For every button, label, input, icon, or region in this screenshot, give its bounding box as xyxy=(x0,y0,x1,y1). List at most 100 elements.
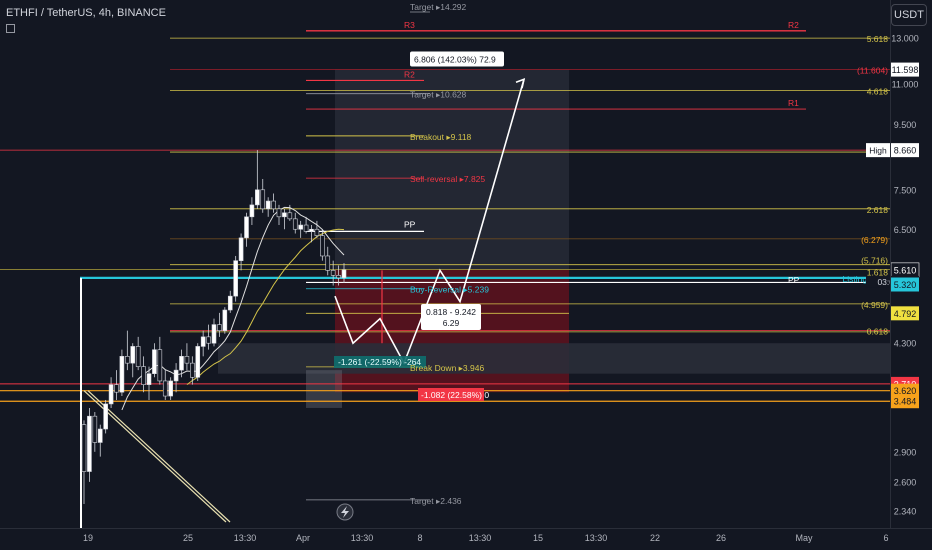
candle xyxy=(271,200,276,210)
candle xyxy=(141,366,146,385)
high-tag: High xyxy=(869,146,887,156)
level-label-21: 0.618 xyxy=(867,327,889,337)
candle xyxy=(314,228,320,236)
time-tick-8: 13:30 xyxy=(585,533,608,543)
candle xyxy=(119,356,125,393)
gain-annotation-box xyxy=(410,51,504,67)
level-label-19: Buy-Reversal ▸5.239 xyxy=(410,285,489,295)
level-label-6: 4.618 xyxy=(867,87,889,97)
candle xyxy=(162,380,168,397)
time-tick-12: 6 xyxy=(883,533,888,543)
time-tick-9: 22 xyxy=(650,533,660,543)
candle xyxy=(255,189,260,206)
candle xyxy=(287,212,293,220)
candle xyxy=(227,295,233,311)
price-tag-1: 11.598 xyxy=(892,65,919,75)
candle xyxy=(173,369,179,382)
candle xyxy=(103,403,108,430)
range-annotation-box xyxy=(421,304,481,330)
level-label-18: PP xyxy=(788,275,800,285)
time-tick-7: 15 xyxy=(533,533,543,543)
candle xyxy=(249,204,255,218)
price-tick-16: 2.340 xyxy=(894,506,917,516)
level-label-17: Listing wick xyxy=(843,274,887,284)
price-tag-8: 5.320 xyxy=(894,280,917,290)
candle xyxy=(195,346,201,378)
symbol-title: ETHFI / TetherUS, 4h, BINANCE xyxy=(6,7,166,19)
indicator-toggle-icon[interactable] xyxy=(6,24,15,33)
candle xyxy=(320,235,325,257)
projection-arrowhead xyxy=(515,77,526,89)
drawdown-annotation: -1.261 (-22.59%) -264 xyxy=(338,357,421,367)
price-tick-14: 2.900 xyxy=(894,447,917,457)
levels-layer xyxy=(0,11,890,528)
level-label-7: Target ▸10.628 xyxy=(410,90,467,100)
level-label-13: PP xyxy=(404,219,416,229)
candle xyxy=(81,424,87,472)
price-tag-7: 5.610 xyxy=(894,265,917,275)
profit-zone xyxy=(335,69,569,270)
level-label-15: (5.716) xyxy=(861,256,888,266)
loss-annotation: -1.082 (22.58%) 0 xyxy=(421,390,489,400)
level-label-23: Target ▸2.436 xyxy=(410,496,462,506)
downtrend-line-b xyxy=(87,390,231,523)
time-tick-2: 13:30 xyxy=(234,533,257,543)
candle xyxy=(325,255,331,271)
candle xyxy=(233,260,238,297)
price-tag-box-12 xyxy=(891,383,919,398)
candle xyxy=(211,324,217,344)
candle xyxy=(206,336,211,344)
level-label-1: R3 xyxy=(404,20,415,30)
candle xyxy=(135,346,141,367)
loss-annotation-box xyxy=(418,388,484,401)
price-tag-box-13 xyxy=(891,394,919,409)
level-label-16: 1.618 xyxy=(867,267,889,277)
level-label-12: 2.618 xyxy=(867,205,889,215)
level-label-9: Breakout ▸9.118 xyxy=(410,132,472,142)
price-tag-box-1 xyxy=(891,62,919,77)
time-tick-4: 13:30 xyxy=(351,533,374,543)
candle xyxy=(157,349,163,382)
candle xyxy=(330,270,336,276)
candle xyxy=(97,428,103,443)
level-label-8: R1 xyxy=(788,98,799,108)
price-tag-12: 3.620 xyxy=(894,386,917,396)
level-label-11: Sell-reversal ▸7.825 xyxy=(410,174,485,184)
candle xyxy=(125,356,130,364)
candles-layer xyxy=(81,150,347,505)
price-tick-0: 13.000 xyxy=(891,34,919,44)
time-tick-3: Apr xyxy=(296,533,310,543)
time-axis-separator xyxy=(0,528,932,529)
price-tag-13: 3.484 xyxy=(894,397,917,407)
level-label-20: (4.959) xyxy=(861,300,888,310)
candle xyxy=(303,224,309,232)
range-annotation: 0.818 - 9.242 xyxy=(426,307,476,317)
candle xyxy=(292,218,298,230)
time-tick-11: May xyxy=(795,533,813,543)
time-tick-10: 26 xyxy=(716,533,726,543)
time-tick-0: 19 xyxy=(83,533,93,543)
level-label-0: Target ▸14.292 xyxy=(410,2,467,12)
range-band xyxy=(218,343,890,374)
candle xyxy=(190,362,195,378)
candle xyxy=(92,415,98,443)
lightning-icon[interactable] xyxy=(336,503,354,521)
price-tag-box-9 xyxy=(891,306,919,321)
level-label-14: (6.279) xyxy=(861,235,888,245)
time-tick-5: 8 xyxy=(417,533,422,543)
price-tick-3: 9.500 xyxy=(894,120,917,130)
yellow-ma xyxy=(186,228,345,386)
level-label-3: 5.618 xyxy=(867,34,889,44)
price-axis-separator xyxy=(890,0,891,528)
level-label-2: R2 xyxy=(788,20,799,30)
gain-annotation: 6.806 (142.03%) 72.9 xyxy=(414,55,496,65)
price-tick-10: 4.300 xyxy=(894,339,917,349)
currency-unit-button[interactable]: USDT xyxy=(891,4,927,26)
price-tick-6: 6.500 xyxy=(894,225,917,235)
level-label-22: Break Down ▸3.946 xyxy=(410,363,484,373)
gray-block xyxy=(306,370,342,408)
candle xyxy=(341,269,347,279)
time-tick-6: 13:30 xyxy=(469,533,492,543)
